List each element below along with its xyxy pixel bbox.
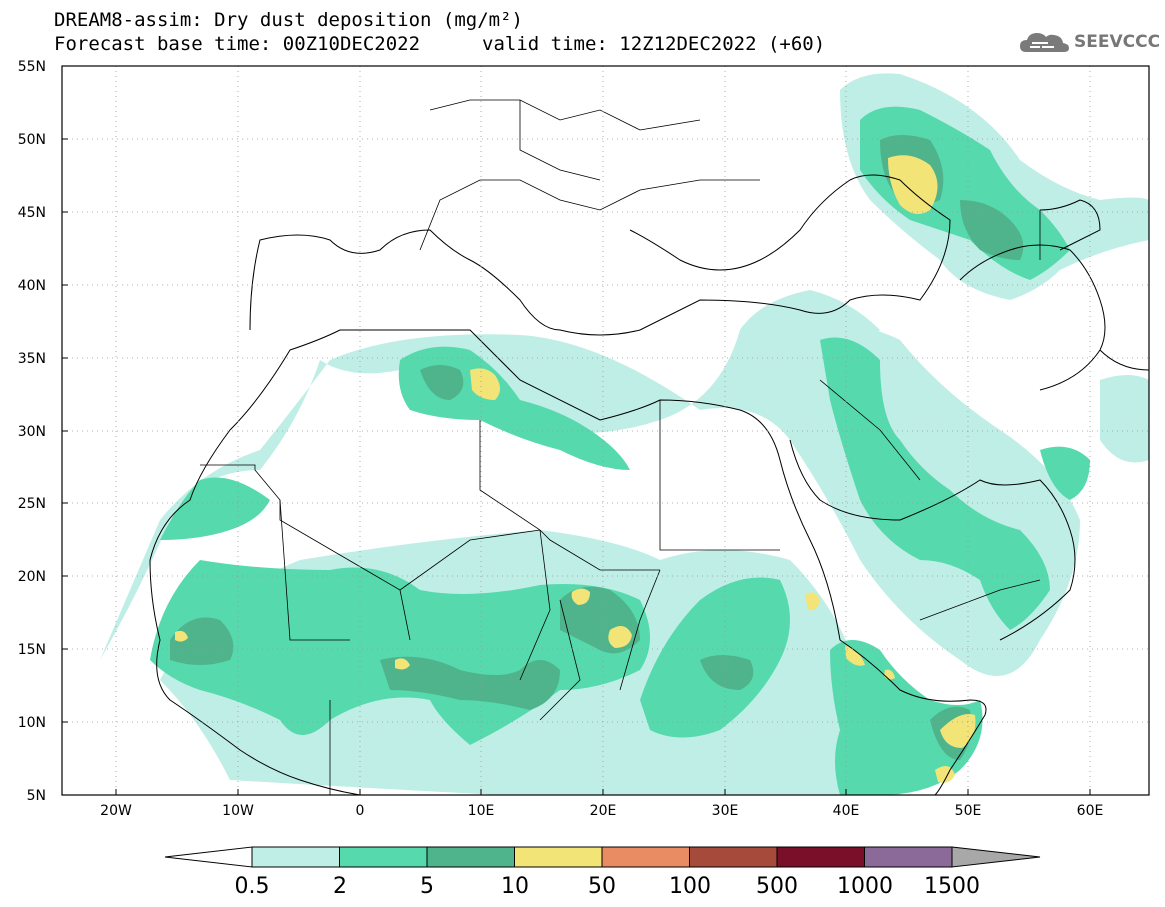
forecast-base-time: Forecast base time: 00Z10DEC2022	[54, 33, 421, 55]
borders	[200, 99, 1041, 795]
legend-label: 1500	[924, 874, 980, 899]
latitude-labels: 55N 50N 45N 40N 35N 30N 25N 20N 15N 10N …	[18, 59, 46, 804]
legend-swatch	[426, 846, 515, 868]
lat-label: 20N	[18, 569, 46, 585]
lon-label: 40E	[833, 803, 860, 819]
lat-label: 55N	[18, 59, 46, 75]
legend-swatch-high	[951, 846, 1041, 868]
seevccc-logo: SEEVCCC	[1018, 28, 1160, 56]
legend-labels: 0.5 2 5 10 50 100 500 1000 1500	[235, 874, 981, 899]
legend-label: 0.5	[235, 874, 270, 899]
legend-swatch	[339, 846, 428, 868]
lon-label: 60E	[1077, 803, 1104, 819]
map-title: DREAM8-assim: Dry dust deposition (mg/m²…	[54, 9, 523, 31]
legend-swatch-low	[164, 846, 253, 868]
lon-label: 20E	[590, 803, 617, 819]
lat-label: 50N	[18, 132, 46, 148]
legend-swatch	[514, 846, 603, 868]
cloud-logo-icon	[1020, 33, 1069, 52]
lat-label: 10N	[18, 715, 46, 731]
lat-label: 40N	[18, 278, 46, 294]
logo-text: SEEVCCC	[1074, 32, 1161, 52]
legend-swatch	[601, 846, 690, 868]
lon-label: 10W	[222, 803, 254, 819]
legend-swatch	[776, 846, 865, 868]
legend-label: 100	[669, 874, 711, 899]
longitude-labels: 20W 10W 0 10E 20E 30E 40E 50E 60E	[100, 803, 1103, 819]
valid-time: valid time: 12Z12DEC2022 (+60)	[482, 33, 826, 55]
lon-label: 30E	[712, 803, 739, 819]
legend-label: 2	[333, 874, 347, 899]
tick-marks	[62, 65, 1091, 795]
legend-label: 5	[420, 874, 434, 899]
lat-label: 5N	[27, 788, 46, 804]
lon-label: 50E	[955, 803, 982, 819]
legend-label: 10	[501, 874, 529, 899]
deposition-field	[100, 73, 1149, 795]
legend-colorbar	[164, 846, 1041, 868]
legend-swatch	[251, 846, 340, 868]
legend-label: 1000	[837, 874, 893, 899]
grid	[62, 66, 1149, 795]
lat-label: 30N	[18, 424, 46, 440]
lat-label: 15N	[18, 642, 46, 658]
legend-label: 50	[588, 874, 616, 899]
legend-label: 500	[756, 874, 798, 899]
lon-label: 10E	[468, 803, 495, 819]
legend-swatch	[864, 846, 953, 868]
lon-label: 20W	[100, 803, 132, 819]
lat-label: 25N	[18, 496, 46, 512]
legend-swatch	[689, 846, 778, 868]
lon-label: 0	[356, 803, 365, 819]
lat-label: 45N	[18, 205, 46, 221]
lat-label: 35N	[18, 351, 46, 367]
